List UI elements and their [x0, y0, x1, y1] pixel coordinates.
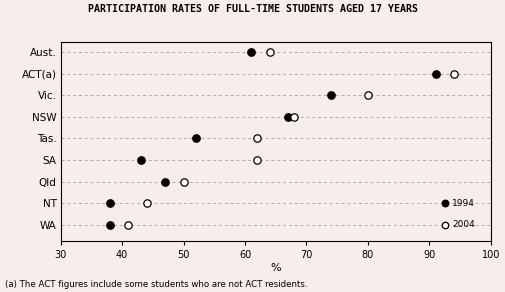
Point [142, 201, 150, 206]
Point [440, 201, 448, 206]
Point [253, 136, 261, 141]
Text: 2004: 2004 [451, 220, 474, 229]
Point [253, 158, 261, 162]
Point [179, 179, 187, 184]
Point [440, 223, 448, 227]
Point [431, 71, 439, 76]
Point [136, 158, 144, 162]
Point [106, 223, 114, 227]
Point [106, 201, 114, 206]
Point [265, 50, 273, 54]
X-axis label: %: % [270, 263, 280, 273]
Point [326, 93, 334, 98]
Text: 1994: 1994 [451, 199, 474, 208]
Point [191, 136, 199, 141]
Point [449, 71, 457, 76]
Point [124, 223, 132, 227]
Text: (a) The ACT figures include some students who are not ACT residents.: (a) The ACT figures include some student… [5, 280, 307, 289]
Point [289, 114, 297, 119]
Point [161, 179, 169, 184]
Point [283, 114, 291, 119]
Point [246, 50, 255, 54]
Point [363, 93, 371, 98]
Text: PARTICIPATION RATES OF FULL-TIME STUDENTS AGED 17 YEARS: PARTICIPATION RATES OF FULL-TIME STUDENT… [88, 4, 417, 14]
